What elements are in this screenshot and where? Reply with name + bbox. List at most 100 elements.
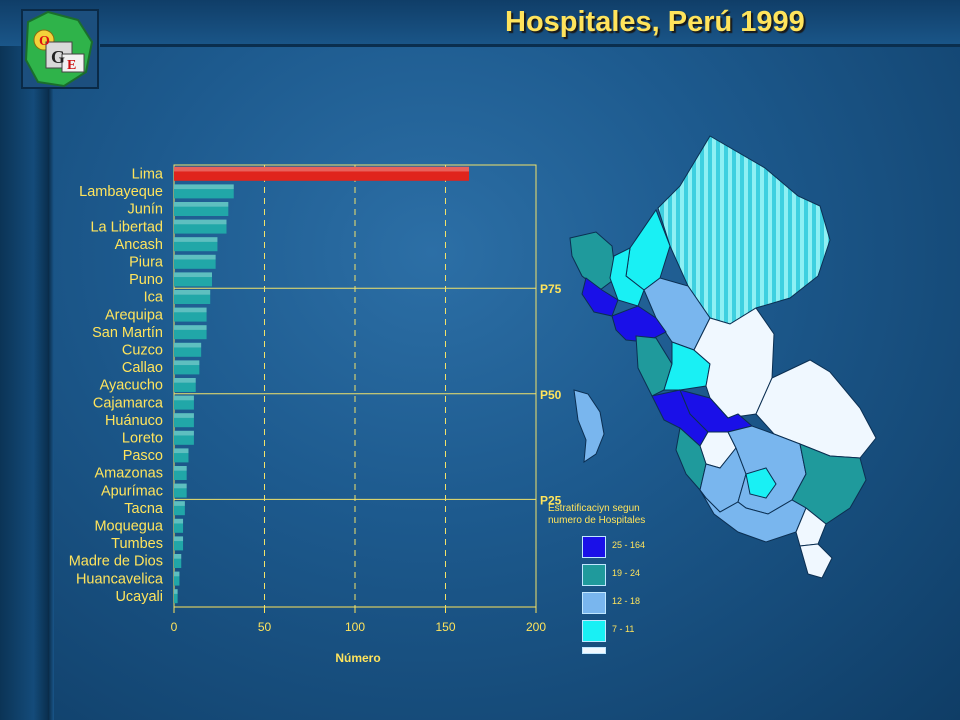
bar [174, 254, 216, 269]
legend-title: Estratificaciyn segun numero de Hospital… [548, 503, 646, 526]
category-label: Ayacucho [100, 378, 163, 394]
x-tick-label: 200 [526, 620, 546, 634]
category-label: Callao [122, 360, 163, 376]
logo-letter-o: O [39, 34, 50, 49]
bar-highlight [174, 342, 202, 348]
peru-map [569, 135, 877, 579]
bar-highlight [174, 272, 213, 278]
category-label: Apurímac [101, 483, 163, 499]
legend-swatch [582, 620, 606, 642]
region-moquegua [795, 507, 827, 547]
bar [174, 413, 194, 428]
bar-highlight [174, 448, 189, 454]
legend-label: 25 - 164 [612, 540, 646, 550]
page-title: Hospitales, Perú 1999 [505, 6, 805, 38]
category-label: Cuzco [122, 343, 163, 359]
chart-grid [173, 164, 537, 608]
category-label: Huánuco [105, 413, 163, 429]
bar [174, 501, 185, 516]
bar-highlight [174, 202, 229, 207]
percentile-lines: P75 P50 P25 [174, 282, 562, 507]
bar [174, 184, 234, 199]
category-label: Puno [129, 272, 163, 288]
region-la-libertad [611, 305, 667, 343]
bar [174, 466, 187, 480]
bar [174, 307, 207, 322]
bar [174, 342, 202, 357]
bar [174, 166, 470, 181]
bar-highlight [174, 466, 187, 471]
bar-highlight [174, 554, 182, 559]
region-puno [791, 443, 867, 525]
bar [174, 325, 207, 340]
x-tick-label: 50 [258, 620, 272, 634]
top-title-band [0, 0, 960, 46]
bar [174, 518, 184, 533]
bar [174, 219, 227, 234]
category-label: Tumbes [111, 536, 163, 552]
bar-highlight [174, 254, 216, 260]
region-cajamarca [609, 247, 645, 307]
bar [174, 237, 218, 252]
bar-highlight [174, 430, 194, 436]
bar-highlight [174, 536, 184, 542]
category-label: Lima [132, 167, 164, 183]
region-callao-inset [573, 389, 605, 463]
category-label: Madre de Dios [69, 554, 163, 570]
bar-highlight [174, 219, 227, 225]
bar-highlight [174, 307, 207, 313]
left-sidebar-band [0, 0, 48, 720]
region-tacna [799, 543, 833, 579]
region-apurimac [745, 467, 777, 499]
bar-highlight [174, 571, 180, 577]
legend-label: 19 - 24 [612, 568, 641, 578]
bar [174, 483, 187, 498]
region-tumbes-piura [569, 231, 617, 291]
bar [174, 378, 196, 392]
category-label: Moquegua [94, 519, 163, 535]
category-label: Loreto [122, 431, 163, 447]
left-sidebar-edge [48, 0, 54, 720]
region-ucayali [693, 307, 775, 419]
category-label: Junín [128, 202, 163, 218]
bar-highlight [174, 360, 200, 366]
legend-swatch [582, 647, 606, 654]
bar-highlight [174, 290, 211, 295]
legend-swatch [582, 564, 606, 586]
x-axis-label: Número [335, 651, 380, 665]
category-label: Ica [144, 290, 164, 306]
region-arequipa [699, 489, 807, 543]
legend-label: 7 - 11 [612, 624, 635, 634]
bar [174, 202, 229, 216]
category-label: Ancash [115, 237, 163, 253]
legend-label: 12 - 18 [612, 596, 641, 606]
category-label: Ucayali [115, 589, 163, 605]
bar [174, 290, 211, 304]
category-label: Cajamarca [93, 395, 164, 411]
percentile-label: P50 [540, 388, 562, 402]
percentile-label: P25 [540, 493, 562, 507]
bar-highlight [174, 184, 234, 190]
bar [174, 571, 180, 586]
chart-bars [174, 166, 470, 604]
legend-swatch [582, 536, 606, 558]
x-tick-label: 0 [171, 620, 178, 634]
oge-logo: O G E [21, 9, 99, 89]
bar [174, 395, 194, 410]
bar-highlight [174, 518, 184, 524]
bar-highlight [174, 378, 196, 383]
category-label: Pasco [123, 448, 163, 464]
chart-x-ticks: 0 50 100 150 200 [171, 606, 546, 634]
title-divider [100, 44, 960, 47]
bar-highlight [174, 395, 194, 401]
logo-letter-g: G [51, 47, 65, 67]
bar [174, 554, 182, 568]
bar-highlight [174, 501, 185, 506]
bar-highlight [174, 166, 470, 172]
x-tick-label: 150 [435, 620, 455, 634]
category-label: Arequipa [105, 307, 164, 323]
category-label: Huancavelica [76, 571, 164, 587]
bar [174, 272, 213, 287]
